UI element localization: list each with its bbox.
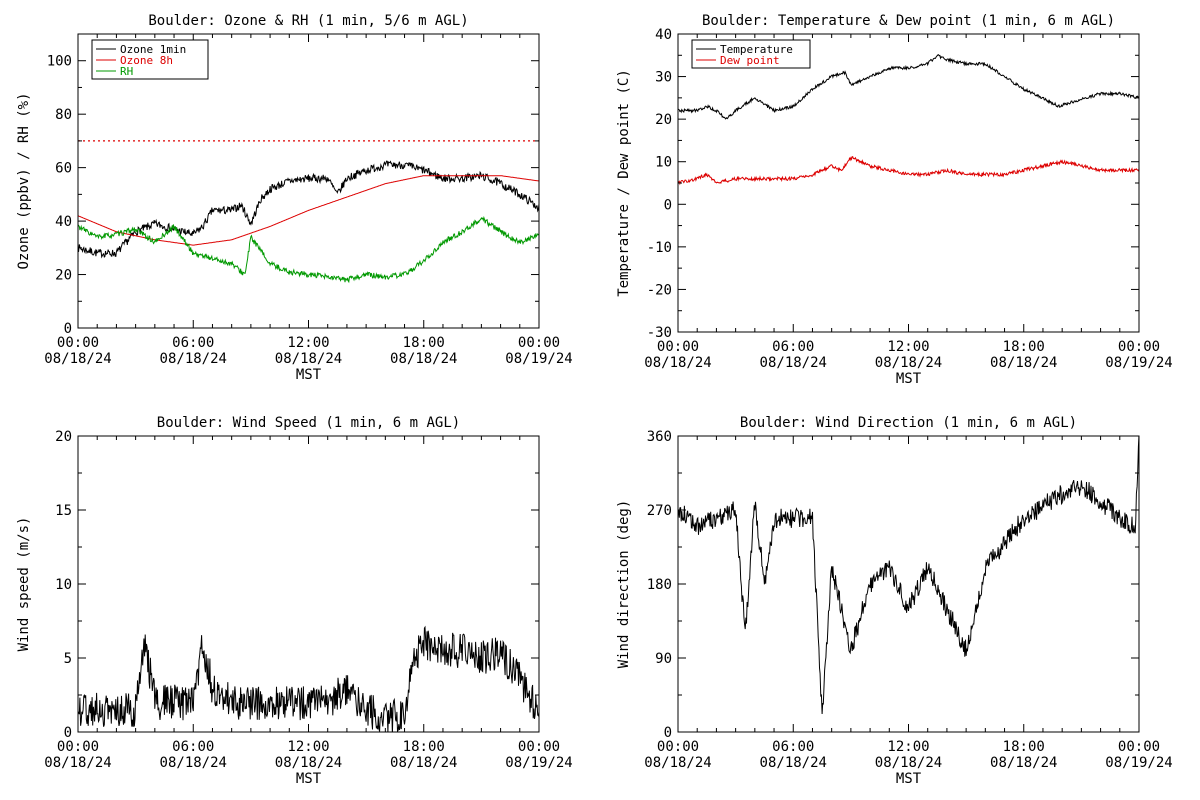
ozone-series-ozone-8h [78,175,539,246]
ozone-series-rh [78,215,539,284]
temp-legend-label: Temperature [720,43,793,56]
temp-ytick-label: -10 [647,240,672,256]
temp-ytick-label: 10 [655,155,672,171]
wdir-ytick-label: 90 [655,651,672,667]
wspd-xtick-date: 08/19/24 [505,755,572,771]
temp-ytick-label: -30 [647,325,672,341]
ozone-xtick-date: 08/18/24 [160,351,227,367]
wdir-ytick-label: 180 [647,577,672,593]
ozone-xtick-time: 00:00 [57,335,99,351]
ozone-ytick-label: 20 [55,268,72,284]
temp-xtick-date: 08/18/24 [875,355,942,371]
temp-ytick-label: -20 [647,282,672,298]
wspd-xlabel: MST [296,771,322,787]
wspd-ytick-label: 10 [55,577,72,593]
wspd-xtick-time: 12:00 [287,739,329,755]
ozone-legend-label: Ozone 8h [120,54,173,67]
ozone-xtick-date: 08/18/24 [44,351,111,367]
temp-legend-box [691,39,811,69]
ozone-legend-label: RH [120,65,133,78]
ozone-xtick-time: 06:00 [172,335,214,351]
wdir-ylabel: Wind direction (deg) [616,500,632,669]
ozone-ylabel: Ozone (ppbv) / RH (%) [16,92,32,269]
ozone-panel: Boulder: Ozone & RH (1 min, 5/6 m AGL) 0 2… [16,13,573,383]
wdir-xlabel: MST [896,771,922,787]
wdir-title: Boulder: Wind Direction (1 min, 6 m AGL) [740,415,1077,431]
wdir-ytick-label: 270 [647,503,672,519]
temp-series-dew-point [678,155,1139,186]
ozone-xtick-date: 08/18/24 [275,351,342,367]
temp-legend-label: Dew point [720,54,780,67]
wspd-ylabel: Wind speed (m/s) [16,517,32,652]
ozone-legend-label: Ozone 1min [120,43,186,56]
wspd-title: Boulder: Wind Speed (1 min, 6 m AGL) [157,415,460,431]
temp-xtick-date: 08/18/24 [760,355,827,371]
ozone-ytick-label: 40 [55,214,72,230]
wdir-series-line [678,436,1139,715]
wspd-xtick-date: 08/18/24 [275,755,342,771]
wspd-series-line [78,625,539,732]
wdir-xtick-time: 00:00 [657,739,699,755]
wdir-xtick-time: 00:00 [1118,739,1160,755]
temp-ytick-label: 20 [655,112,672,128]
wspd-xtick-date: 08/18/24 [390,755,457,771]
temp-xtick-date: 08/18/24 [644,355,711,371]
wspd-xtick-time: 00:00 [57,739,99,755]
temp-xtick-date: 08/19/24 [1105,355,1172,371]
ozone-xtick-time: 12:00 [287,335,329,351]
wdir-xtick-time: 18:00 [1003,739,1045,755]
wdir-ytick-label: 360 [647,429,672,445]
wspd-ytick-label: 20 [55,429,72,445]
wspd-xtick-time: 00:00 [518,739,560,755]
temp-ytick-label: 30 [655,70,672,86]
temp-series-temperature [678,54,1139,120]
wspd-xtick-date: 08/18/24 [160,755,227,771]
wspd-ytick-label: 15 [55,503,72,519]
ozone-xtick-time: 00:00 [518,335,560,351]
wdir-xtick-date: 08/18/24 [760,755,827,771]
temp-title: Boulder: Temperature & Dew point (1 min,… [702,13,1115,29]
wspd-xtick-date: 08/18/24 [44,755,111,771]
wdir-ytick-label: 0 [664,725,672,741]
wdir-xtick-date: 08/18/24 [990,755,1057,771]
temp-xtick-time: 12:00 [887,339,929,355]
wdir-xtick-time: 06:00 [772,739,814,755]
temp-xtick-time: 06:00 [772,339,814,355]
ozone-xtick-time: 18:00 [403,335,445,351]
wspd-xtick-time: 06:00 [172,739,214,755]
wdir-xtick-date: 08/19/24 [1105,755,1172,771]
wspd-ytick-label: 5 [64,651,72,667]
wspd-panel: Boulder: Wind Speed (1 min, 6 m AGL) 0 5 10… [16,415,573,787]
wdir-xtick-date: 08/18/24 [644,755,711,771]
ozone-ytick-label: 60 [55,161,72,177]
temp-xtick-time: 00:00 [1118,339,1160,355]
ozone-xtick-date: 08/18/24 [390,351,457,367]
ozone-xlabel: MST [296,367,322,383]
temp-xtick-date: 08/18/24 [990,355,1057,371]
ozone-ytick-label: 0 [64,321,72,337]
wdir-panel: Boulder: Wind Direction (1 min, 6 m AGL)… [616,415,1173,787]
temp-ytick-label: 40 [655,27,672,43]
ozone-ytick-label: 100 [47,54,72,70]
temp-ytick-label: 0 [664,197,672,213]
ozone-ytick-label: 80 [55,107,72,123]
temp-ylabel: Temperature / Dew point (C) [616,69,632,297]
temp-panel: Boulder: Temperature & Dew point (1 min,… [616,13,1173,387]
temp-xlabel: MST [896,371,922,387]
ozone-xtick-date: 08/19/24 [505,351,572,367]
wspd-xtick-time: 18:00 [403,739,445,755]
temp-xtick-time: 00:00 [657,339,699,355]
ozone-title: Boulder: Ozone & RH (1 min, 5/6 m AGL) [148,13,468,29]
wdir-xtick-date: 08/18/24 [875,755,942,771]
wdir-xtick-time: 12:00 [887,739,929,755]
wspd-ytick-label: 0 [64,725,72,741]
temp-xtick-time: 18:00 [1003,339,1045,355]
ozone-legend-box [91,39,209,80]
